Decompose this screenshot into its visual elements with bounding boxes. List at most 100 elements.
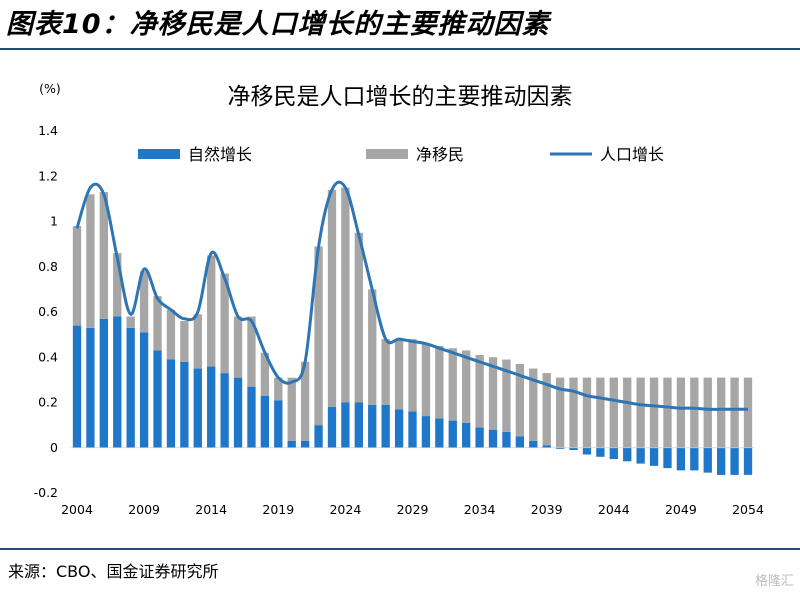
bar-natural-increase (408, 411, 417, 448)
bar-natural-increase (515, 436, 525, 448)
bar-natural-increase (354, 402, 363, 448)
bar-net-migration (703, 377, 712, 448)
bar-net-migration (408, 339, 417, 412)
bar-natural-increase (690, 447, 699, 471)
y-tick-label: 0.6 (38, 304, 58, 319)
y-axis-ticks: 1.4 1.2 1 0.8 0.6 0.4 0.2 0 -0.2 (34, 123, 58, 500)
y-tick-label: 0.4 (38, 349, 58, 364)
source-note: 来源：CBO、国金证券研究所 (8, 562, 219, 581)
x-tick-label: 2054 (732, 502, 764, 517)
y-tick-label: 1 (50, 214, 58, 229)
legend-label-population: 人口增长 (600, 145, 664, 164)
bar-net-migration (623, 377, 632, 448)
bar-natural-increase (274, 400, 283, 448)
bar-net-migration (260, 352, 270, 396)
legend: 自然增长 净移民 人口增长 (138, 145, 664, 164)
x-tick-label: 2004 (61, 502, 93, 517)
bar-net-migration (569, 377, 578, 448)
x-axis-ticks: 2004 2009 2014 2019 2024 2029 2034 2039 2044 2049… (61, 502, 764, 517)
bar-natural-increase (529, 440, 538, 448)
bar-natural-increase (381, 404, 390, 448)
bar-natural-increase (126, 327, 135, 448)
bar-natural-increase (139, 332, 149, 448)
legend-label-migration: 净移民 (416, 145, 464, 164)
bar-net-migration (300, 361, 310, 441)
bar-net-migration (72, 226, 82, 326)
bar-net-migration (381, 339, 390, 405)
bar-natural-increase (287, 440, 296, 448)
chart-title: 净移民是人口增长的主要推动因素 (228, 84, 573, 110)
x-tick-label: 2049 (665, 502, 697, 517)
bar-natural-increase (421, 416, 431, 448)
x-tick-label: 2024 (329, 502, 361, 517)
bar-net-migration (542, 373, 551, 446)
x-tick-label: 2009 (128, 502, 160, 517)
bar-net-migration (394, 339, 404, 410)
bar-natural-increase (435, 418, 444, 448)
bar-natural-increase (394, 409, 404, 448)
bar-net-migration (475, 354, 484, 428)
bar-natural-increase (716, 447, 726, 475)
y-axis-unit: (%) (39, 81, 61, 96)
bar-net-migration (193, 314, 202, 369)
bar-net-migration (99, 192, 109, 319)
bar-natural-increase (703, 447, 712, 473)
bar-net-migration (690, 377, 699, 448)
population-growth-line (75, 180, 748, 411)
y-tick-label: 1.2 (38, 168, 58, 183)
bar-net-migration (139, 271, 149, 333)
legend-swatch-natural (138, 149, 180, 159)
bar-natural-increase (730, 447, 739, 475)
bar-natural-increase (327, 407, 337, 448)
bar-net-migration (515, 364, 525, 437)
bar-natural-increase (314, 425, 323, 448)
bar-net-migration (368, 289, 377, 405)
bar-net-migration (207, 255, 216, 367)
bar-net-migration (582, 377, 592, 448)
chart: 净移民是人口增长的主要推动因素 (%) 自然增长 净移民 人口增长 1.4 1.2… (34, 81, 764, 517)
bar-net-migration (743, 377, 753, 448)
bar-net-migration (529, 368, 538, 441)
x-tick-label: 2044 (598, 502, 630, 517)
x-tick-label: 2019 (262, 502, 294, 517)
bar-natural-increase (300, 440, 310, 448)
bar-natural-increase (555, 447, 565, 449)
bar-net-migration (421, 343, 431, 417)
bars (72, 187, 753, 475)
legend-swatch-migration (366, 149, 408, 159)
bar-natural-increase (99, 318, 109, 448)
bar-natural-increase (623, 447, 632, 462)
legend-label-natural: 自然增长 (188, 145, 252, 164)
bar-natural-increase (207, 366, 216, 448)
bar-natural-increase (649, 447, 659, 466)
bar-natural-increase (341, 402, 350, 448)
bar-natural-increase (636, 447, 645, 464)
y-tick-label: 1.4 (38, 123, 58, 138)
bar-net-migration (341, 187, 350, 403)
bar-natural-increase (676, 447, 686, 471)
y-tick-label: -0.2 (34, 485, 58, 500)
bar-natural-increase (368, 404, 377, 448)
bar-net-migration (448, 348, 457, 421)
bar-natural-increase (166, 359, 176, 448)
bar-net-migration (153, 296, 162, 351)
bar-natural-increase (247, 386, 256, 448)
y-tick-label: 0.2 (38, 395, 58, 410)
x-tick-label: 2034 (464, 502, 496, 517)
bar-natural-increase (582, 447, 592, 455)
x-tick-label: 2014 (195, 502, 227, 517)
bar-natural-increase (542, 445, 551, 448)
bar-natural-increase (502, 431, 511, 448)
bar-net-migration (716, 377, 726, 448)
bar-natural-increase (113, 316, 122, 448)
bar-natural-increase (488, 429, 498, 448)
y-tick-label: 0 (50, 440, 58, 455)
bar-net-migration (314, 246, 323, 426)
population-growth-path (75, 180, 748, 411)
bar-natural-increase (193, 368, 202, 448)
x-tick-label: 2039 (531, 502, 563, 517)
bar-natural-increase (448, 420, 457, 448)
bar-natural-increase (609, 447, 618, 460)
y-tick-label: 0.8 (38, 259, 58, 274)
bar-natural-increase (260, 395, 270, 448)
